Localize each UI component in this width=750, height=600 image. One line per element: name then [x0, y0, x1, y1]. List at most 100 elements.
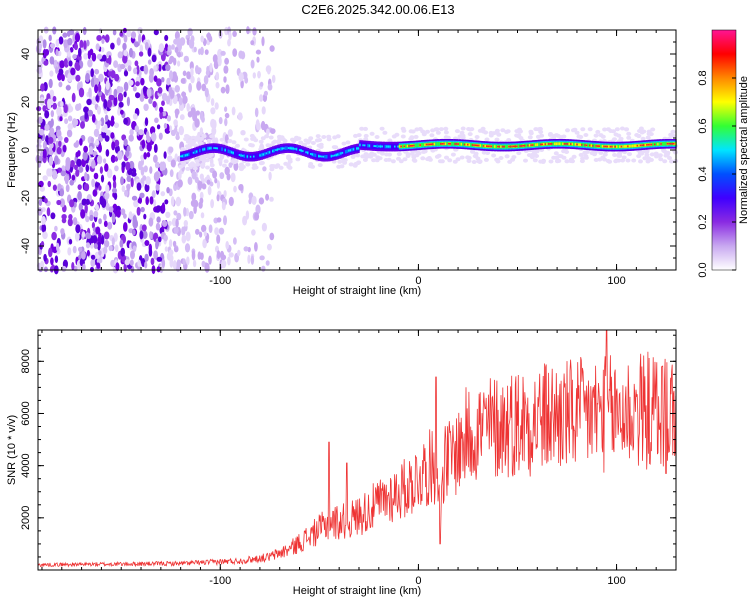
signal-cell	[530, 144, 533, 146]
halo-cell	[485, 151, 491, 155]
halo-cell	[625, 158, 631, 163]
halo-cell	[208, 152, 214, 157]
signal-cell	[487, 145, 490, 148]
noise-cell	[50, 110, 54, 118]
halo-cell	[584, 149, 590, 154]
halo-cell	[422, 149, 428, 154]
noise-cell	[190, 199, 196, 207]
noise-cell	[161, 100, 165, 106]
noise-cell	[144, 183, 150, 193]
noise-cell	[79, 39, 84, 50]
halo-cell	[420, 156, 426, 161]
noise-cell	[172, 71, 177, 79]
signal-cell	[295, 148, 298, 151]
signal-cell	[278, 148, 281, 151]
noise-cell	[52, 95, 57, 102]
signal-cell	[527, 144, 530, 147]
noise-cell	[113, 192, 118, 201]
noise-cell	[210, 199, 215, 209]
noise-cell	[133, 67, 138, 75]
signal-cell	[421, 143, 424, 147]
noise-cell	[103, 158, 107, 164]
noise-cell	[174, 108, 180, 116]
signal-cell	[638, 144, 641, 147]
halo-cell	[471, 160, 477, 164]
noise-cell	[259, 255, 265, 261]
signal-cell	[197, 148, 200, 154]
signal-cell	[337, 153, 340, 156]
y-tick-label: 40	[20, 48, 32, 60]
signal-cell	[447, 142, 450, 145]
noise-cell	[225, 84, 230, 94]
signal-cell	[463, 143, 466, 146]
signal-cell	[237, 151, 240, 158]
noise-cell	[97, 241, 101, 251]
signal-cell	[229, 150, 232, 154]
halo-cell	[383, 158, 389, 162]
signal-cell	[284, 146, 287, 150]
halo-cell	[498, 156, 504, 160]
noise-cell	[153, 250, 159, 260]
signal-cell	[568, 142, 571, 146]
y-tick-label: 0	[20, 147, 32, 153]
halo-cell	[593, 133, 599, 138]
halo-cell	[359, 126, 365, 131]
noise-cell	[166, 115, 171, 122]
noise-cell	[83, 183, 90, 192]
noise-cell	[48, 156, 54, 166]
halo-cell	[587, 127, 593, 132]
noise-cell	[150, 257, 155, 266]
noise-cell	[208, 255, 212, 265]
noise-cell	[55, 39, 60, 47]
noise-cell	[156, 124, 161, 130]
noise-cell	[200, 46, 204, 56]
signal-cell	[563, 143, 566, 145]
signal-cell	[554, 142, 557, 146]
noise-cell	[208, 35, 213, 43]
noise-cell	[42, 175, 48, 181]
noise-cell	[94, 68, 100, 75]
halo-cell	[527, 135, 533, 140]
noise-cell	[74, 61, 80, 70]
signal-cell	[628, 144, 631, 148]
noise-cell	[101, 38, 105, 44]
y-tick-label: -40	[20, 238, 32, 254]
halo-cell	[233, 159, 239, 164]
signal-cell	[517, 144, 520, 148]
noise-cell	[146, 151, 151, 158]
halo-cell	[188, 143, 194, 148]
noise-cell	[75, 169, 80, 177]
noise-cell	[67, 115, 73, 122]
noise-cell	[169, 169, 174, 178]
halo-cell	[227, 139, 233, 143]
noise-cell	[60, 228, 65, 235]
halo-cell	[191, 139, 197, 144]
signal-cell	[381, 145, 384, 148]
noise-cell	[85, 215, 90, 223]
halo-cell	[547, 132, 553, 137]
noise-cell	[48, 150, 54, 156]
noise-cell	[42, 148, 47, 159]
signal-cell	[482, 145, 485, 147]
noise-cell	[223, 65, 229, 74]
noise-cell	[211, 126, 217, 136]
noise-cell	[238, 72, 244, 82]
signal-cell	[593, 143, 596, 148]
halo-cell	[429, 133, 435, 138]
noise-cell	[71, 174, 76, 181]
halo-cell	[439, 159, 445, 164]
noise-cell	[43, 60, 49, 66]
noise-cell	[122, 54, 128, 64]
noise-cell	[49, 266, 54, 273]
signal-cell	[516, 145, 519, 148]
halo-cell	[443, 126, 449, 131]
noise-cell	[161, 202, 166, 212]
signal-cell	[298, 149, 301, 151]
signal-cell	[262, 153, 265, 156]
noise-cell	[158, 64, 162, 72]
noise-cell	[83, 145, 88, 153]
noise-cell	[103, 99, 108, 109]
noise-cell	[265, 65, 272, 73]
halo-cell	[528, 129, 534, 134]
noise-cell	[263, 90, 268, 97]
